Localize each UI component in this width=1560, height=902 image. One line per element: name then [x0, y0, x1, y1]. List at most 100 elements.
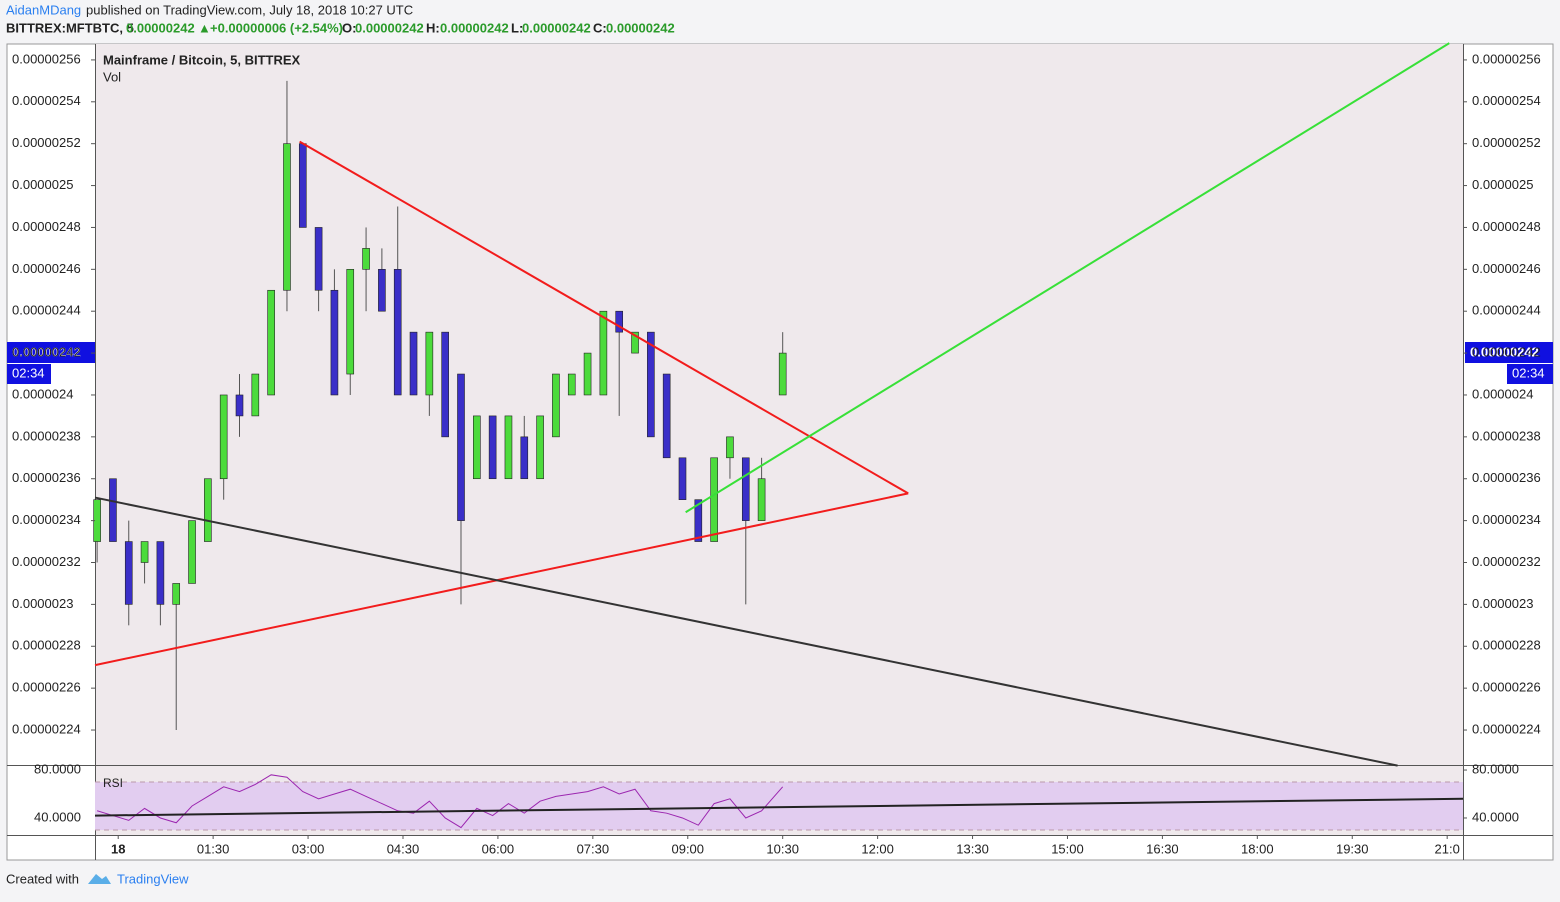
candle-body — [710, 457, 718, 542]
candle-body — [441, 331, 449, 438]
o-label: O: — [342, 20, 356, 35]
x-tick-label: 18 — [111, 841, 125, 856]
y-tick-label: 0.00000242 — [1472, 345, 1541, 360]
countdown-left — [7, 364, 51, 384]
x-tick-label: 04:30 — [387, 841, 420, 856]
x-tick-label: 01:30 — [197, 841, 230, 856]
price-tag-right-text: 0.00000242 — [1470, 344, 1539, 359]
candle-body — [346, 269, 355, 375]
candle-body — [757, 478, 766, 521]
candle-body — [235, 394, 244, 417]
candle-body — [741, 457, 750, 521]
y-tick-label: 0.00000256 — [1472, 51, 1541, 66]
y-tick-label: 0.00000238 — [1472, 428, 1541, 443]
candle-body — [662, 373, 671, 459]
h-label: H: — [426, 20, 440, 35]
candle-body — [615, 310, 624, 333]
y-tick-label: 0.00000226 — [12, 680, 81, 695]
candle-body — [409, 331, 418, 396]
price-tag-left — [7, 342, 95, 363]
price-pane — [95, 44, 1463, 765]
candle-body — [140, 541, 149, 563]
author[interactable]: AidanMDang — [6, 2, 81, 17]
y-tick-label: 0.00000232 — [12, 554, 81, 569]
header-line: BITTREX:MFTBTC, 5 0.00000242 ▲ +0.000000… — [6, 20, 675, 35]
y-tick-label: 0.00000254 — [1472, 93, 1541, 108]
y-tick-label: 0.00000242 — [12, 345, 81, 360]
y-tick-label: 0.00000224 — [12, 721, 81, 736]
candle-body — [504, 415, 513, 480]
x-tick-label: 03:00 — [292, 841, 325, 856]
candle-body — [473, 415, 481, 480]
candle-body — [631, 331, 639, 354]
candle-body — [124, 541, 133, 605]
candle-body — [778, 352, 787, 396]
candle-body — [362, 248, 370, 270]
price-tag-right — [1465, 342, 1553, 363]
candle-body — [219, 394, 228, 480]
candle-body — [156, 541, 165, 605]
y-tick-label: 0.0000024 — [12, 386, 73, 401]
x-tick-label: 18:00 — [1241, 841, 1274, 856]
candle-body — [283, 143, 291, 291]
y-tick-label: 0.00000256 — [12, 51, 81, 66]
rsi-tick-label: 80.0000 — [1472, 761, 1519, 776]
y-tick-label: 0.0000023 — [12, 596, 73, 611]
y-tick-label: 0.00000238 — [12, 428, 81, 443]
y-tick-label: 0.0000023 — [1472, 596, 1533, 611]
x-tick-label: 13:30 — [956, 841, 989, 856]
countdown-right-text: 02:34 — [1512, 365, 1545, 380]
candle-body — [583, 352, 592, 396]
footer-brand[interactable]: TradingView — [117, 871, 189, 886]
candle-body — [298, 143, 307, 228]
rsi-tick-label: 40.0000 — [34, 809, 81, 824]
y-tick-label: 0.00000228 — [12, 638, 81, 653]
rsi-band — [95, 782, 1463, 830]
legend-vol: Vol — [103, 69, 121, 84]
y-tick-label: 0.0000025 — [1472, 177, 1533, 192]
candle-body — [599, 310, 608, 396]
y-tick-label: 0.00000226 — [1472, 680, 1541, 695]
candle-body — [457, 373, 465, 521]
candle-body — [172, 583, 181, 605]
candle-body — [647, 331, 655, 438]
countdown-right — [1507, 364, 1553, 384]
y-tick-label: 0.00000224 — [1472, 721, 1541, 736]
candle-body — [330, 289, 339, 396]
x-tick-label: 12:00 — [861, 841, 894, 856]
footer-created: Created with — [6, 871, 79, 886]
y-tick-label: 0.00000236 — [12, 470, 81, 485]
c: 0.00000242 — [606, 20, 675, 35]
trend-line — [94, 797, 1464, 817]
brand-icon — [88, 874, 111, 884]
price-tag-left-text: 0.00000242 — [12, 344, 81, 359]
legend-name: Mainframe / Bitcoin, 5, BITTREX — [103, 52, 301, 67]
rsi-tick-label: 80.0000 — [34, 761, 81, 776]
candle-body — [552, 373, 560, 438]
candle-body — [314, 227, 323, 291]
candle-body — [726, 436, 734, 459]
c-label: C: — [593, 20, 607, 35]
candle-body — [204, 478, 212, 542]
y-tick-label: 0.00000244 — [12, 303, 81, 318]
l: 0.00000242 — [522, 20, 591, 35]
rsi-tick-label: 40.0000 — [1472, 809, 1519, 824]
arrow: ▲ — [198, 20, 211, 35]
y-tick-label: 0.0000024 — [1472, 386, 1533, 401]
candle-body — [694, 499, 703, 542]
legend-rsi: RSI — [103, 776, 123, 790]
candle-body — [378, 269, 386, 312]
last: 0.00000242 — [126, 20, 195, 35]
x-tick-label: 07:30 — [577, 841, 610, 856]
change: +0.00000006 (+2.54%) — [210, 20, 343, 35]
trend-line — [94, 492, 909, 667]
y-tick-label: 0.00000234 — [1472, 512, 1541, 527]
trend-line — [685, 42, 1450, 514]
candle-body — [678, 457, 687, 500]
x-tick-label: 06:00 — [482, 841, 515, 856]
candle-body — [267, 289, 275, 396]
candle-body — [567, 373, 576, 396]
candle-body — [425, 331, 434, 396]
y-tick-label: 0.00000252 — [1472, 135, 1541, 150]
